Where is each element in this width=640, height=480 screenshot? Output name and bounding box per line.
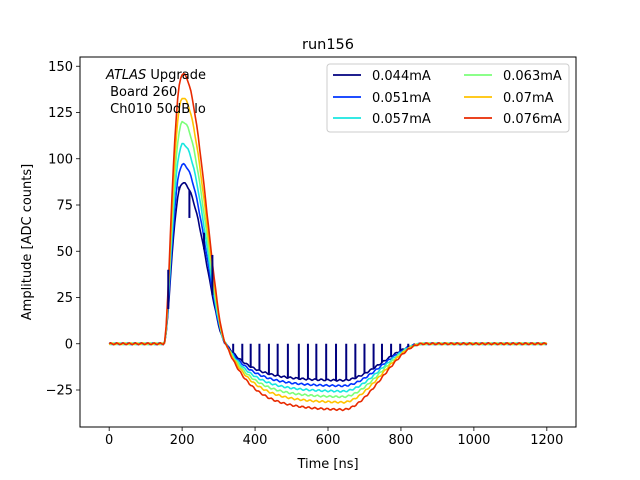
- legend-label: 0.044mA: [372, 69, 431, 84]
- y-tick-label: 100: [48, 152, 73, 167]
- annotation-board: Board 260: [106, 85, 177, 100]
- y-tick-label: −25: [46, 384, 73, 399]
- svg-text:ATLAS Upgrade: ATLAS Upgrade: [105, 68, 206, 83]
- legend-label: 0.07mA: [503, 91, 554, 106]
- x-tick-label: 0: [105, 433, 113, 448]
- y-tick-label: 0: [65, 337, 73, 352]
- legend: 0.044mA 0.051mA 0.057mA 0.063mA 0.07mA 0.076m…: [326, 63, 570, 133]
- annotation-atlas: ATLAS: [105, 68, 146, 83]
- legend-label: 0.051mA: [372, 91, 431, 106]
- x-tick-label: 1200: [530, 433, 563, 448]
- annotation-channel: Ch010 50dB lo: [106, 102, 206, 117]
- x-tick-label: 200: [170, 433, 195, 448]
- series-line-0.076mA: [108, 72, 548, 412]
- legend-label: 0.076mA: [503, 112, 562, 127]
- y-axis-label: Amplitude [ADC counts]: [20, 164, 35, 320]
- y-tick-label: 150: [48, 60, 73, 75]
- x-axis-label: Time [ns]: [296, 457, 358, 472]
- atlas-annotation: ATLAS Upgrade Board 260 Ch010 50dB lo: [105, 68, 206, 117]
- plot-area: [79, 56, 577, 428]
- legend-label: 0.063mA: [503, 69, 562, 84]
- legend-label: 0.057mA: [372, 112, 431, 127]
- annotation-upgrade: Upgrade: [146, 68, 206, 83]
- y-tick-label: 75: [56, 199, 73, 214]
- y-tick-label: 25: [56, 291, 73, 306]
- x-tick-label: 600: [316, 433, 341, 448]
- chart-title: run156: [302, 37, 354, 53]
- x-tick-label: 1000: [457, 433, 490, 448]
- y-tick-label: 125: [48, 106, 73, 121]
- x-tick-label: 400: [243, 433, 268, 448]
- x-tick-label: 800: [389, 433, 414, 448]
- y-tick-label: 50: [56, 245, 73, 260]
- legend-box: [326, 63, 570, 133]
